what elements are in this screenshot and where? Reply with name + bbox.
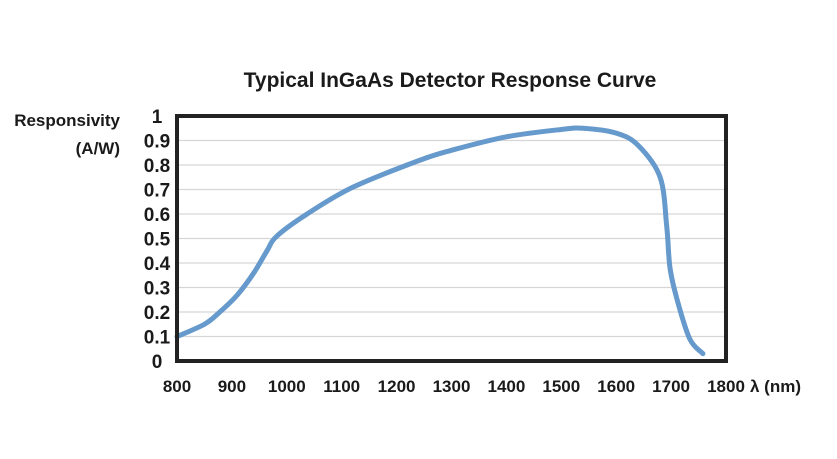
x-tick-label: 1300 [433, 377, 471, 396]
series-line [174, 125, 706, 357]
y-axis-label-line2: (A/W) [76, 139, 120, 158]
y-axis-label-line1: Responsivity [14, 111, 120, 130]
y-tick-label: 0 [152, 352, 163, 373]
y-tick-label: 0.7 [144, 181, 170, 202]
x-tick-label: 900 [218, 377, 246, 396]
x-tick-label: 1500 [542, 377, 580, 396]
plot-frame [175, 114, 728, 363]
x-tick-label: 1100 [323, 377, 360, 396]
y-tick-label: 0.6 [144, 205, 170, 226]
x-axis-label: λ (nm) [750, 377, 801, 396]
x-tick-label: 1600 [597, 377, 635, 396]
x-tick-label: 1700 [652, 377, 690, 396]
x-tick-label: 1800 [707, 377, 745, 396]
y-tick-label: 0.2 [144, 303, 170, 324]
y-tick-label: 1 [152, 107, 163, 128]
y-tick-label: 0.4 [144, 254, 171, 275]
x-tick-label: 1400 [487, 377, 525, 396]
y-tick-label: 0.3 [144, 279, 170, 300]
y-tick-label: 0.1 [144, 328, 171, 349]
y-tick-label: 0.9 [144, 132, 170, 153]
x-tick-label: 1200 [378, 377, 416, 396]
x-tick-label: 1000 [268, 377, 306, 396]
x-tick-label: 800 [163, 377, 191, 396]
chart-title: Typical InGaAs Detector Response Curve [244, 69, 657, 92]
y-tick-label: 0.8 [144, 156, 170, 177]
y-tick-label: 0.5 [144, 230, 171, 251]
